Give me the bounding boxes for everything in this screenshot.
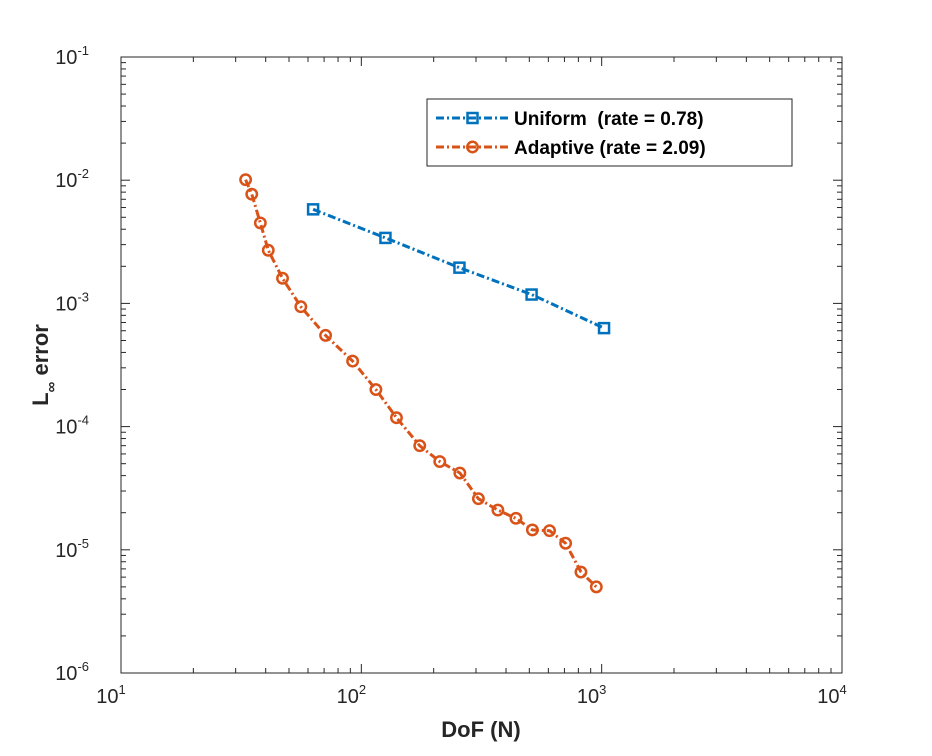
x-tick-label: 103 <box>577 682 606 708</box>
series-adaptive-point <box>239 173 253 187</box>
series-adaptive-point <box>574 565 588 579</box>
y-tick-label: 10-5 <box>55 536 89 562</box>
series-adaptive-point <box>589 580 603 594</box>
series-adaptive-point <box>390 411 403 425</box>
legend-box <box>426 98 793 167</box>
series-adaptive-point <box>453 466 467 480</box>
legend-adaptive-label: Adaptive (rate = 2.09) <box>514 138 706 159</box>
series-adaptive-point <box>413 439 427 453</box>
x-tick-label-exponent: 2 <box>359 682 366 697</box>
x-axis-label: DoF (N) <box>441 717 520 742</box>
legend-uniform-label: Uniform (rate = 0.78) <box>514 109 704 130</box>
series-adaptive-point <box>543 524 557 538</box>
plot-frame <box>120 56 843 674</box>
x-tick-label-base: 10 <box>577 686 599 708</box>
series-adaptive-point <box>433 455 447 469</box>
y-tick-label: 10-6 <box>55 659 89 685</box>
series-uniform-point <box>453 261 466 274</box>
x-tick-label-base: 10 <box>817 686 839 708</box>
y-tick-label-exponent: -1 <box>77 43 89 58</box>
y-tick-label-base: 10 <box>55 540 77 562</box>
series-uniform-point <box>525 288 538 301</box>
y-tick-label: 10-4 <box>55 413 89 439</box>
y-tick-label-base: 10 <box>55 170 77 192</box>
y-tick-label-exponent: -3 <box>77 289 89 304</box>
x-tick-label: 104 <box>817 682 846 708</box>
y-tick-label-exponent: -2 <box>77 166 89 181</box>
series-group <box>239 173 611 594</box>
series-uniform-line <box>312 207 605 330</box>
series-uniform-point <box>306 203 320 216</box>
y-tick-label: 10-2 <box>55 166 89 192</box>
y-axis-label: L∞ error <box>28 324 60 406</box>
x-tick-label-exponent: 4 <box>840 682 847 697</box>
y-axis-label-rest: error <box>28 324 53 382</box>
legend-uniform-marker <box>466 111 479 125</box>
series-adaptive-line <box>244 179 598 588</box>
y-tick-label-exponent: -4 <box>77 413 89 428</box>
series-adaptive-point <box>525 523 539 537</box>
series-adaptive-point <box>261 243 275 257</box>
x-tick-label: 101 <box>96 682 125 708</box>
y-tick-label-exponent: -6 <box>77 659 89 674</box>
y-tick-label-base: 10 <box>55 293 77 315</box>
legend-adaptive-marker <box>466 140 479 154</box>
y-axis-label-subscript: ∞ <box>43 381 60 392</box>
y-tick-label-base: 10 <box>55 417 77 439</box>
series-adaptive-point <box>276 271 289 285</box>
y-tick-label-base: 10 <box>55 663 77 685</box>
y-tick-label: 10-1 <box>55 43 89 69</box>
series-uniform-point <box>597 321 611 335</box>
legend: Uniform (rate = 0.78) Adaptive (rate = 2… <box>426 98 793 167</box>
x-tick-label-base: 10 <box>96 686 118 708</box>
series-adaptive-point <box>471 492 485 506</box>
series-adaptive-point <box>253 216 267 230</box>
series-adaptive-point <box>346 354 360 368</box>
series-adaptive-point <box>319 328 333 342</box>
series-adaptive-point <box>559 536 573 550</box>
x-tick-label-exponent: 1 <box>119 682 126 697</box>
series-adaptive-point <box>509 511 523 525</box>
series-adaptive-point <box>369 383 383 396</box>
series-uniform-point <box>379 231 392 245</box>
x-tick-label: 102 <box>337 682 366 708</box>
y-axis-label-base: L <box>28 392 53 405</box>
series-adaptive-point <box>245 187 259 201</box>
y-tick-label-base: 10 <box>55 47 77 69</box>
y-tick-label: 10-3 <box>55 289 89 315</box>
x-tick-label-base: 10 <box>337 686 359 708</box>
x-tick-label-exponent: 3 <box>599 682 606 697</box>
y-tick-label-exponent: -5 <box>77 536 89 551</box>
series-adaptive-point <box>294 300 308 314</box>
series-adaptive-point <box>491 503 505 517</box>
